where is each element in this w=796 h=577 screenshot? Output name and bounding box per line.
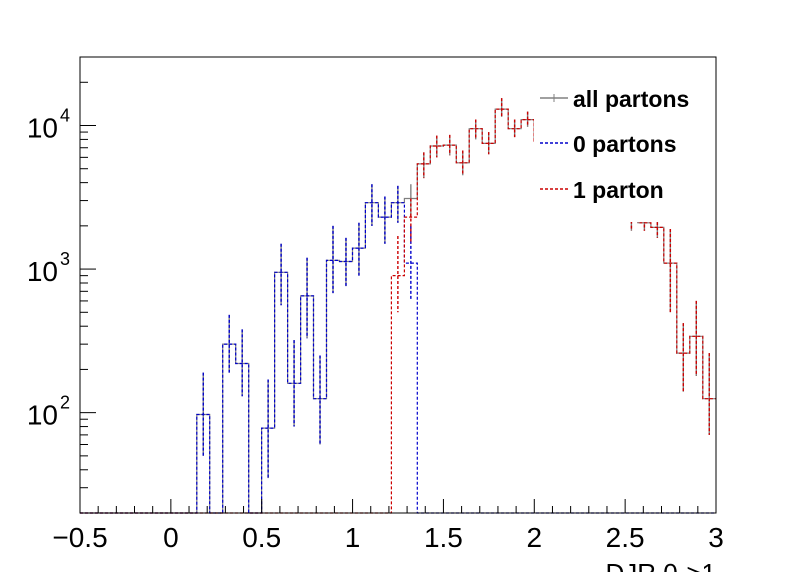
x-tick-label: 2 [526,522,542,553]
y-tick-label: 10 [27,400,58,431]
x-axis-title: DJR 0->1 [605,558,716,572]
histogram-line-0-partons [80,202,716,514]
y-tick-exponent: 4 [60,106,70,126]
series-0-partons [80,184,716,514]
x-tick-label: 1 [345,522,361,553]
y-tick-exponent: 2 [60,393,70,413]
x-tick-label: 0 [163,522,179,553]
legend-label: 1 parton [573,177,664,203]
plot-frame [79,56,717,514]
legend-label: 0 partons [573,131,677,157]
y-tick-label: 10 [27,113,58,144]
x-tick-label: 2.5 [606,522,645,553]
y-tick-exponent: 3 [60,249,70,269]
x-tick-label: 0.5 [242,522,281,553]
legend-label: all partons [573,86,689,112]
y-tick-label: 10 [27,256,58,287]
x-tick-label: 1.5 [424,522,463,553]
x-tick-label: 3 [708,522,724,553]
x-tick-label: −0.5 [52,522,107,553]
legend: all partons 0 partons 1 parton [534,74,710,222]
